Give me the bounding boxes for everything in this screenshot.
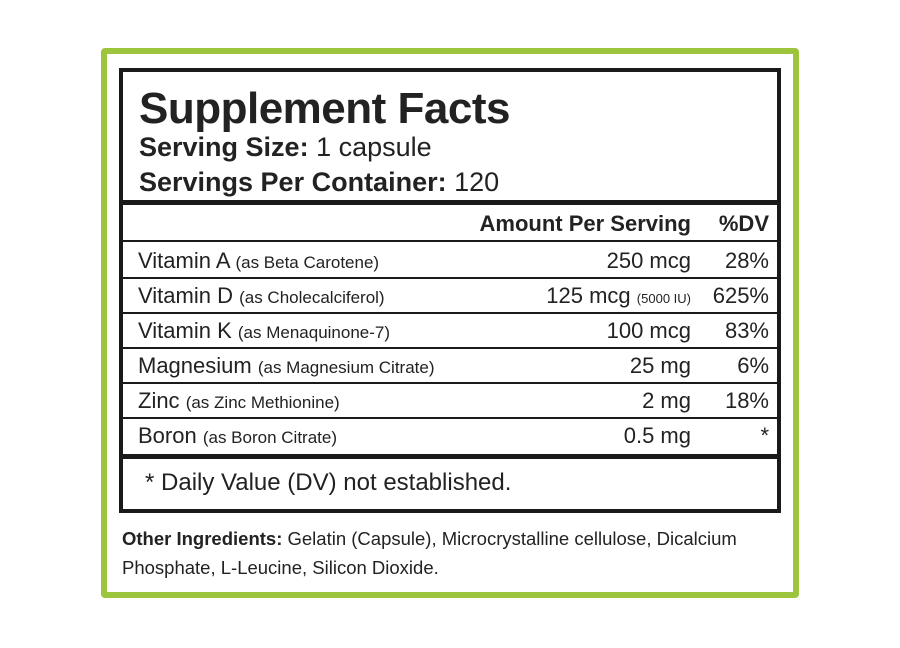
nutrient: Vitamin A [138,248,230,273]
rule [123,200,777,205]
text: Gelatin (Capsule), Microcrystalline cell… [122,528,737,578]
amount: 0.5 mg [623,423,691,448]
amount-cell: 25 mg [630,353,691,379]
amount-cell: 125 mcg (5000 IU) [546,283,691,309]
rule [123,454,777,459]
nutrient-cell: Vitamin A (as Beta Carotene) [138,248,379,274]
row-divider [123,382,777,384]
nutrient: Vitamin D [138,283,233,308]
amount-cell: 2 mg [642,388,691,414]
amount: 100 mcg [606,318,691,343]
footnote: * Daily Value (DV) not established. [145,469,512,496]
row: Vitamin K (as Menaquinone-7) 100 mcg 83% [123,313,777,348]
serving-size: Serving Size: 1 capsule [139,132,432,163]
label: Serving Size: [139,132,309,162]
nutrient-cell: Zinc (as Zinc Methionine) [138,388,340,414]
daily-value: 28% [724,248,769,273]
nutrient: Zinc [138,388,180,413]
value: 1 capsule [316,132,432,162]
row-divider [123,347,777,349]
dv-header: %DV [718,211,769,236]
amount-cell: 100 mcg [607,318,691,344]
label: Servings Per Container: [139,167,447,197]
source: (as Zinc Methionine) [185,393,340,412]
source: (as Cholecalciferol) [239,288,385,307]
daily-value: 18% [724,388,769,413]
column-header: Amount Per Serving %DV [123,209,777,239]
amount-cell: 250 mcg [607,248,691,274]
nutrient: Vitamin K [138,318,232,343]
source: (as Boron Citrate) [202,428,338,447]
daily-value: 83% [724,318,769,343]
source: (as Beta Carotene) [235,253,380,272]
row: Boron (as Boron Citrate) 0.5 mg * [123,418,777,453]
nutrient-cell: Boron (as Boron Citrate) [138,423,337,449]
row: Vitamin D (as Cholecalciferol) 125 mcg (5… [123,278,777,313]
title: Supplement Facts [139,84,510,133]
amount: 250 mcg [606,248,691,273]
nutrient-cell: Vitamin D (as Cholecalciferol) [138,283,385,309]
servings-per-container: Servings Per Container: 120 [139,167,499,198]
other-ingredients: Other Ingredients: Gelatin (Capsule), Mi… [122,524,782,582]
amount-cell: 0.5 mg [624,423,691,449]
amount-header: Amount Per Serving [479,211,691,236]
row-divider [123,312,777,314]
source: (as Magnesium Citrate) [257,358,435,377]
daily-value: 625% [712,283,769,308]
amount-note: (5000 IU) [636,291,691,306]
label: Other Ingredients: [122,528,283,549]
nutrient-cell: Vitamin K (as Menaquinone-7) [138,318,390,344]
row: Zinc (as Zinc Methionine) 2 mg 18% [123,383,777,418]
outer-border [101,48,799,598]
daily-value: * [760,423,769,448]
row: Vitamin A (as Beta Carotene) 250 mcg 28% [123,243,777,278]
row: Magnesium (as Magnesium Citrate) 25 mg 6% [123,348,777,383]
amount: 2 mg [642,388,691,413]
daily-value: 6% [737,353,769,378]
nutrient: Boron [138,423,197,448]
source: (as Menaquinone-7) [237,323,391,342]
row-divider [123,277,777,279]
amount: 125 mcg [546,283,631,308]
nutrient-cell: Magnesium (as Magnesium Citrate) [138,353,435,379]
amount: 25 mg [629,353,691,378]
nutrient: Magnesium [138,353,252,378]
facts-panel: Supplement Facts Serving Size: 1 capsule… [119,68,781,513]
rule [123,240,777,242]
row-divider [123,417,777,419]
value: 120 [454,167,500,197]
